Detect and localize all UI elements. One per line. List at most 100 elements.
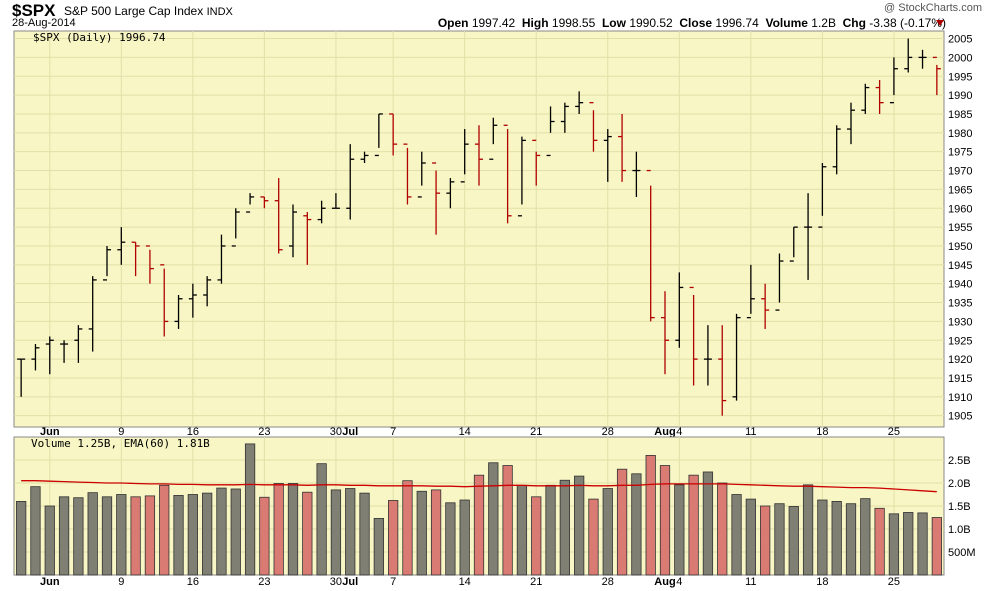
open-value: 1997.42 (471, 16, 516, 30)
ohlc-bar (804, 193, 813, 280)
volume-bar (230, 488, 241, 576)
symbol-label: $SPX (12, 1, 56, 20)
close-label: Close (679, 16, 713, 30)
ohlc-bar (675, 272, 684, 348)
volume-x-tick-label: 4 (676, 576, 682, 588)
ohlc-bar (746, 264, 755, 319)
price-x-tick-label: Jun (40, 426, 60, 438)
volume-bar (831, 500, 842, 576)
ohlc-bar (31, 344, 40, 371)
volume-x-tick-label: 9 (118, 576, 124, 588)
volume-bar (931, 517, 942, 576)
volume-label: Volume (765, 16, 808, 30)
ohlc-bar (346, 144, 355, 220)
ohlc-bar (761, 283, 770, 329)
price-tick-label: 1950 (948, 241, 972, 253)
volume-x-tick-label: 30 (330, 576, 342, 588)
exchange-label: INDX (206, 6, 233, 18)
volume-bar (760, 505, 771, 576)
volume-bar (459, 499, 470, 576)
ohlc-bar (475, 125, 483, 186)
volume-bar (874, 507, 885, 576)
price-tick-label: 1920 (948, 354, 972, 366)
ohlc-bar (246, 193, 255, 213)
volume-bar (602, 488, 613, 576)
volume-bar (445, 502, 456, 576)
low-value: 1990.52 (629, 16, 673, 30)
ohlc-bar (918, 49, 927, 69)
volume-bar (402, 480, 413, 576)
ohlc-bar (875, 80, 884, 114)
price-x-tick-label: 14 (459, 426, 471, 438)
ohlc-bar (231, 208, 240, 247)
ohlc-bar (517, 136, 526, 217)
volume-tick-label: 1.0B (948, 524, 971, 536)
ohlc-bar (17, 358, 26, 397)
volume-bar (788, 506, 799, 576)
volume-bar (130, 496, 141, 576)
close-value: 1996.74 (715, 16, 759, 30)
price-tick-label: 1915 (948, 373, 972, 385)
instrument-name-text: S&P 500 Large Cap Index (64, 4, 204, 18)
price-tick-label: 1945 (948, 260, 972, 272)
ohlc-bar (203, 276, 212, 307)
volume-x-tick-label: Jun (40, 576, 60, 588)
price-x-tick-label: 7 (390, 426, 396, 438)
ohlc-bar (847, 102, 855, 145)
price-tick-label: 1910 (948, 392, 972, 404)
volume-bar (73, 497, 84, 576)
ohlc-bar (932, 56, 941, 96)
volume-tick-label: 500M (948, 547, 976, 559)
ema-line (21, 480, 937, 493)
ohlc-bar (60, 340, 69, 363)
volume-bar (373, 518, 384, 576)
volume-bar (87, 492, 98, 576)
volume-bar (473, 474, 485, 576)
volume-x-tick-label: 7 (390, 576, 396, 588)
volume-bar (774, 503, 785, 576)
price-x-tick-label: 21 (530, 426, 542, 438)
ohlc-bar (174, 295, 183, 329)
price-tick-label: 1925 (948, 335, 972, 347)
volume-bar (659, 465, 671, 576)
volume-bar (845, 503, 857, 576)
price-x-tick-label: Aug (654, 426, 675, 438)
price-legend: $SPX (Daily) 1996.74 (33, 31, 166, 44)
volume-bar (702, 471, 714, 576)
ohlc-bar (546, 106, 555, 157)
volume-x-tick-label: Aug (654, 576, 675, 588)
price-x-tick-label: 28 (602, 426, 614, 438)
volume-bar (144, 495, 156, 576)
volume-bar (430, 489, 442, 576)
ohlc-bar (532, 139, 541, 186)
ohlc-bar (718, 325, 727, 416)
price-tick-label: 1985 (948, 109, 972, 121)
credit-label: @ StockCharts.com (884, 2, 982, 14)
ohlc-bar (589, 102, 598, 152)
ohlc-bar (618, 113, 627, 182)
volume-bar (488, 462, 499, 576)
volume-bar (116, 494, 127, 576)
low-label: Low (601, 16, 626, 30)
ohlc-bar (904, 38, 913, 73)
volume-bar (860, 498, 871, 576)
price-tick-label: 1905 (948, 411, 972, 423)
volume-bar (101, 496, 113, 576)
ohlc-bar (117, 227, 126, 265)
volume-bar (888, 513, 900, 576)
volume-bar (717, 482, 728, 576)
volume-x-tick-label: 14 (459, 576, 471, 588)
volume-x-tick-label: 18 (816, 576, 828, 588)
volume-tick-label: 2.0B (948, 478, 971, 490)
price-tick-label: 1955 (948, 222, 972, 234)
volume-bar (202, 492, 213, 576)
ohlc-bar (503, 124, 512, 224)
volume-bar (30, 486, 41, 576)
price-panel-background (13, 30, 945, 428)
price-tick-label: 1965 (948, 184, 972, 196)
volume-bar (273, 483, 284, 576)
date-label: 28-Aug-2014 (12, 17, 76, 29)
volume-bar (259, 496, 270, 576)
volume-bar (516, 484, 528, 576)
price-tick-label: 1930 (948, 316, 972, 328)
